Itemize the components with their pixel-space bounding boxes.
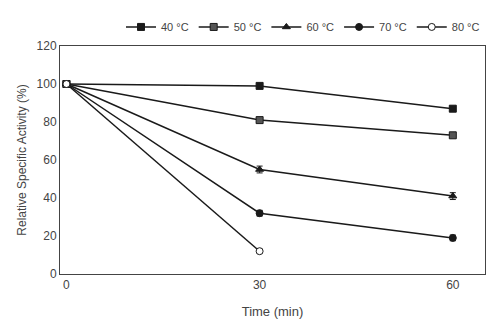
svg-text:40: 40 (43, 191, 57, 205)
svg-text:40 °C: 40 °C (161, 21, 189, 33)
svg-text:80: 80 (43, 115, 57, 129)
svg-text:60 °C: 60 °C (306, 21, 334, 33)
svg-text:70 °C: 70 °C (379, 21, 407, 33)
svg-text:60: 60 (446, 278, 460, 292)
svg-text:50 °C: 50 °C (234, 21, 262, 33)
svg-text:30: 30 (253, 278, 267, 292)
svg-text:Time (min): Time (min) (242, 304, 304, 319)
svg-text:Relative Specific Activity (%): Relative Specific Activity (%) (15, 84, 29, 235)
svg-text:120: 120 (37, 39, 57, 53)
svg-text:60: 60 (43, 153, 57, 167)
svg-text:0: 0 (63, 278, 70, 292)
svg-text:80 °C: 80 °C (452, 21, 480, 33)
svg-text:100: 100 (37, 77, 57, 91)
svg-text:0: 0 (50, 267, 57, 281)
svg-text:20: 20 (43, 229, 57, 243)
